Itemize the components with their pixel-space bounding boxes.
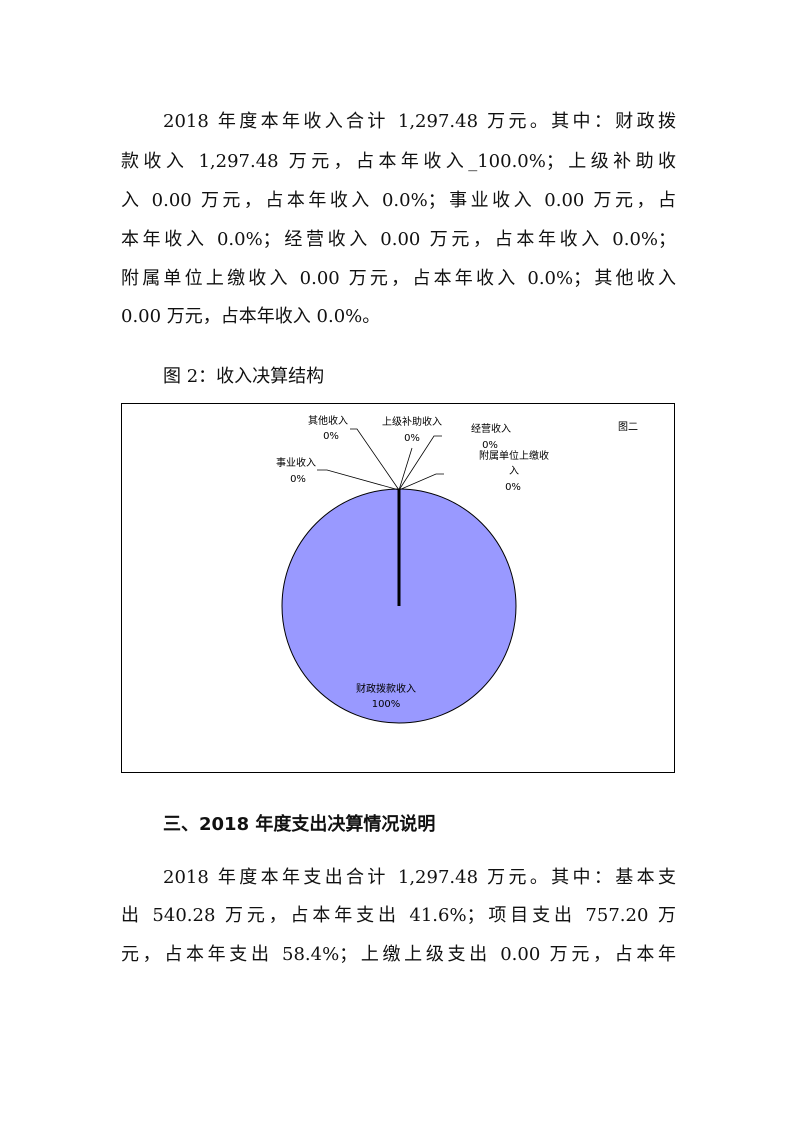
slice-label: 财政拨款收入 — [356, 682, 416, 695]
slice-label: 经营收入 — [471, 422, 511, 435]
slice-label: 其他收入 — [308, 414, 348, 427]
slice-label: 事业收入 — [276, 456, 316, 469]
leader-line-事业收入 — [317, 469, 400, 491]
paragraph-line: 附属单位上缴收入 0.00 万元，占本年收入 0.0%；其他收入 — [121, 268, 676, 289]
slice-value: 0% — [404, 433, 420, 444]
chart-title: 图二 — [618, 421, 638, 433]
paragraph-line: 款收入 1,297.48 万元，占本年收入_100.0%；上级补助收 — [121, 151, 676, 172]
paragraph-line: 入 0.00 万元，占本年收入 0.0%；事业收入 0.00 万元，占 — [121, 190, 676, 211]
slice-label: 附属单位上缴收 — [479, 449, 549, 462]
slice-value: 100% — [372, 699, 401, 710]
leader-line-经营收入 — [398, 435, 442, 491]
slice-value: 0% — [505, 482, 521, 493]
paragraph-line: 元，占本年支出 58.4%；上缴上级支出 0.00 万元，占本年 — [121, 944, 676, 965]
leader-line-其他收入 — [350, 428, 400, 491]
figure-caption: 图 2：收入决算结构 — [163, 366, 325, 387]
slice-value: 0% — [482, 440, 498, 451]
paragraph-line: 0.00 万元，占本年收入 0.0%。 — [121, 306, 381, 327]
pie-chart: 图二 事业收入 0% 其他收入 0% 上级补助收入 0% 经营收入 0% 附属单… — [121, 403, 675, 773]
slice-label: 上级补助收入 — [382, 415, 442, 428]
paragraph-line: 2018 年度本年支出合计 1,297.48 万元。其中：基本支 — [163, 867, 676, 888]
paragraph-line: 2018 年度本年收入合计 1,297.48 万元。其中：财政拨 — [163, 111, 676, 132]
paragraph-line: 出 540.28 万元，占本年支出 41.6%；项目支出 757.20 万 — [121, 905, 676, 926]
leader-line-上级补助收入 — [398, 447, 413, 491]
slice-value: 0% — [323, 431, 339, 442]
section-heading: 三、2018 年度支出决算情况说明 — [163, 814, 436, 835]
slice-value: 0% — [290, 474, 306, 485]
paragraph-line: 本年收入 0.0%；经营收入 0.00 万元，占本年收入 0.0%； — [121, 229, 676, 250]
slice-label-wrap: 入 — [509, 466, 519, 477]
leader-line-附属单位上缴收入 — [398, 473, 444, 491]
